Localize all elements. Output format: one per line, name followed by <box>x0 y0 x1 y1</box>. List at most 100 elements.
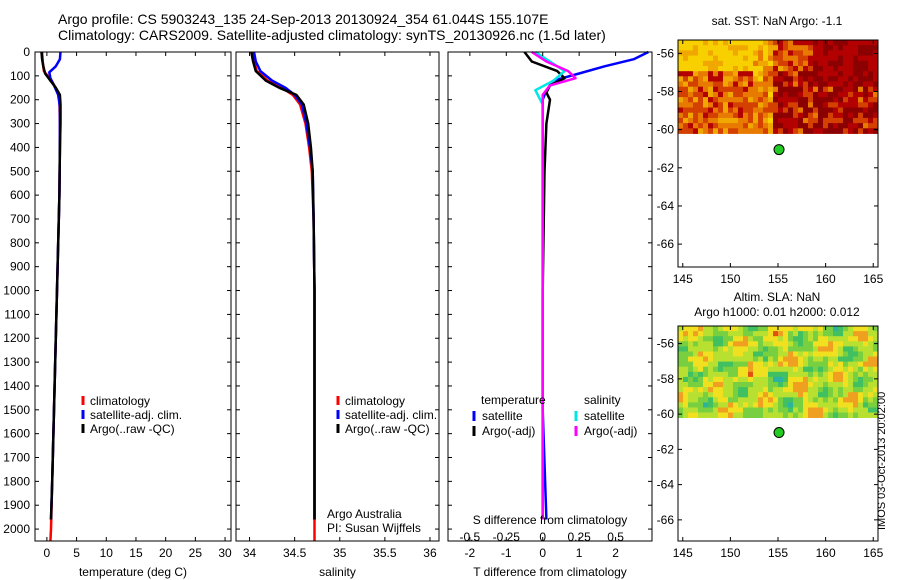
heatmap-cell <box>823 331 829 337</box>
heatmap-cell <box>718 407 724 413</box>
heatmap-cell <box>863 407 869 413</box>
heatmap-cell <box>723 351 729 357</box>
heatmap-cell <box>853 91 859 98</box>
heatmap-cell <box>768 407 774 413</box>
heatmap-cell <box>773 402 779 408</box>
y-tick-label: 1700 <box>3 451 30 465</box>
heatmap-cell <box>803 387 809 393</box>
heatmap-cell <box>698 402 704 408</box>
heatmap-cell <box>838 76 844 82</box>
heatmap-cell <box>748 86 754 93</box>
heatmap-cell <box>763 97 769 103</box>
heatmap-cell <box>768 91 774 98</box>
heatmap-cell <box>833 60 839 67</box>
heatmap-cell <box>768 112 774 119</box>
heatmap-cell <box>688 351 694 357</box>
heatmap-cell <box>873 117 879 124</box>
heatmap-cell <box>758 71 764 77</box>
heatmap-cell <box>788 97 794 103</box>
heatmap-cell <box>728 112 734 119</box>
heatmap-cell <box>848 55 854 62</box>
heatmap-cell <box>853 341 859 347</box>
heatmap-cell <box>863 341 869 347</box>
heatmap-cell <box>843 341 849 347</box>
heatmap-cell <box>828 66 834 72</box>
y-tick-label: 700 <box>10 212 30 226</box>
heatmap-cell <box>713 392 719 398</box>
heatmap-cell <box>683 97 689 103</box>
heatmap-cell <box>703 366 709 373</box>
heatmap-cell <box>853 382 859 388</box>
heatmap-cell <box>783 66 789 72</box>
heatmap-cell <box>708 112 714 119</box>
heatmap-cell <box>863 128 869 134</box>
heatmap-cell <box>858 128 864 134</box>
heatmap-cell <box>848 117 854 124</box>
heatmap-cell <box>853 60 859 67</box>
heatmap-cell <box>848 50 854 56</box>
heatmap-cell <box>688 97 694 103</box>
heatmap-cell <box>873 382 879 388</box>
heatmap-cell <box>853 407 859 413</box>
heatmap-cell <box>738 397 744 403</box>
heatmap-cell <box>788 351 794 357</box>
heatmap-cell <box>823 117 829 124</box>
heatmap-cell <box>778 86 784 93</box>
heatmap-cell <box>738 86 744 93</box>
heatmap-cell <box>853 331 859 337</box>
heatmap-cell <box>693 361 699 368</box>
heatmap-cell <box>693 326 699 332</box>
heatmap-cell <box>788 412 794 418</box>
heatmap-cell <box>748 351 754 357</box>
heatmap-cell <box>688 128 694 134</box>
heatmap-cell <box>773 107 779 114</box>
heatmap-cell <box>858 45 864 51</box>
legend-label: Argo(-adj) <box>482 424 535 438</box>
heatmap-cell <box>743 112 749 119</box>
heatmap-cell <box>708 412 714 418</box>
heatmap-cell <box>813 387 819 393</box>
heatmap-cell <box>698 356 704 362</box>
heatmap-cell <box>788 81 794 88</box>
heatmap-cell <box>833 336 839 342</box>
heatmap-cell <box>703 397 709 403</box>
heatmap-cell <box>803 351 809 357</box>
heatmap-cell <box>798 66 804 72</box>
heatmap-cell <box>868 366 874 373</box>
heatmap-cell <box>713 50 719 56</box>
heatmap-cell <box>728 128 734 134</box>
legend-label: Argo(-adj) <box>584 424 637 438</box>
heatmap-cell <box>753 97 759 103</box>
heatmap-cell <box>813 60 819 67</box>
x-tick-label: 155 <box>768 272 788 286</box>
heatmap-cell <box>798 341 804 347</box>
heatmap-cell <box>818 351 824 357</box>
heatmap-cell <box>833 97 839 103</box>
heatmap-cell <box>843 346 849 352</box>
heatmap-cell <box>858 81 864 88</box>
heatmap-cell <box>868 336 874 342</box>
heatmap-cell <box>743 361 749 368</box>
heatmap-cell <box>868 331 874 337</box>
heatmap-cell <box>798 351 804 357</box>
heatmap-cell <box>838 376 844 383</box>
heatmap-cell <box>698 361 704 368</box>
heatmap-cell <box>868 60 874 67</box>
heatmap-cell <box>768 402 774 408</box>
heatmap-cell <box>788 397 794 403</box>
heatmap-cell <box>733 60 739 67</box>
heatmap-cell <box>728 356 734 362</box>
heatmap-cell <box>768 60 774 67</box>
heatmap-cell <box>838 331 844 337</box>
heatmap-cell <box>793 382 799 388</box>
heatmap-cell <box>723 128 729 134</box>
heatmap-cell <box>723 376 729 383</box>
y-tick-label: 1800 <box>3 474 30 488</box>
heatmap-cell <box>848 76 854 82</box>
heatmap-cell <box>758 55 764 62</box>
heatmap-cell <box>788 336 794 342</box>
heatmap-cell <box>848 45 854 51</box>
heatmap-cell <box>773 356 779 362</box>
heatmap-cell <box>703 97 709 103</box>
y-tick-label: 600 <box>10 188 30 202</box>
